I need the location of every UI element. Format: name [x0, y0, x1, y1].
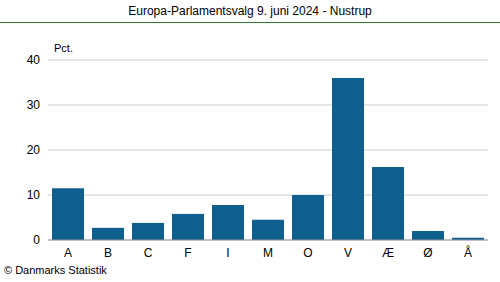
svg-text:40: 40 [27, 53, 41, 67]
svg-text:30: 30 [27, 98, 41, 112]
svg-text:20: 20 [27, 143, 41, 157]
svg-text:10: 10 [27, 188, 41, 202]
svg-text:V: V [344, 246, 352, 260]
svg-text:M: M [263, 246, 273, 260]
svg-text:0: 0 [33, 233, 40, 247]
svg-text:F: F [184, 246, 191, 260]
svg-text:Å: Å [464, 245, 472, 260]
svg-text:O: O [303, 246, 312, 260]
html-text:Europa-Parlamentsvalg 9. juni: Europa-Parlamentsvalg 9. juni 2024 - Nus… [128, 4, 372, 18]
svg-text:C: C [144, 246, 153, 260]
html-text:Pct.: Pct. [54, 42, 73, 54]
svg-text:B: B [104, 246, 112, 260]
html-text:© Danmarks Statistik: © Danmarks Statistik [4, 264, 107, 276]
svg-text:A: A [64, 246, 72, 260]
svg-text:Ø: Ø [423, 246, 432, 260]
svg-text:I: I [226, 246, 229, 260]
svg-text:Æ: Æ [382, 246, 394, 260]
